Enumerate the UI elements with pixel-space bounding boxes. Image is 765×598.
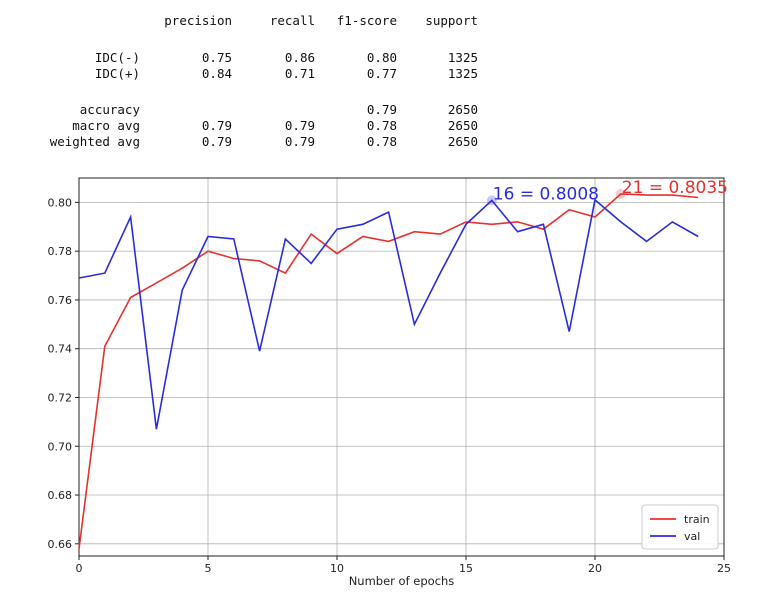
series-line-train [78, 193, 699, 549]
legend-label-val: val [684, 530, 700, 543]
header-recall: recall [269, 13, 315, 28]
row-support: 1325 [447, 50, 478, 65]
row-precision: 0.84 [201, 66, 232, 81]
annotation-label: 16 = 0.8008 [493, 184, 599, 204]
row-recall: 0.79 [284, 118, 315, 133]
row-precision: 0.79 [201, 118, 232, 133]
row-precision: 0.79 [201, 134, 232, 149]
annotation-marker [615, 188, 626, 199]
classification-report: precision recall f1-score support IDC(-)… [0, 0, 765, 160]
row-recall: 0.86 [284, 50, 315, 65]
row-support: 2650 [447, 134, 478, 149]
x-tick-label: 10 [330, 562, 344, 575]
row-support: 1325 [447, 66, 478, 81]
y-tick-label: 0.80 [48, 196, 73, 209]
row-f1: 0.80 [366, 50, 397, 65]
row-f1: 0.78 [366, 118, 397, 133]
plot-frame [78, 177, 725, 557]
y-tick-label: 0.66 [48, 538, 73, 551]
x-tick-label: 25 [717, 562, 731, 575]
row-f1: 0.79 [366, 102, 397, 117]
y-tick-label: 0.72 [48, 391, 73, 404]
row-label: macro avg [72, 118, 140, 133]
annotation-marker [486, 195, 497, 206]
header-support: support [425, 13, 478, 28]
header-precision: precision [164, 13, 232, 28]
x-tick-label: 15 [459, 562, 473, 575]
row-label: IDC(+) [94, 66, 140, 81]
row-support: 2650 [447, 118, 478, 133]
y-tick-label: 0.70 [48, 440, 73, 453]
row-precision: 0.75 [201, 50, 232, 65]
training-curve-chart: 0.66 0.68 0.70 0.72 0.74 0.76 0.78 0.80 0 5 10 15 20… [48, 177, 731, 588]
row-label: IDC(-) [94, 50, 140, 65]
row-label: weighted avg [49, 134, 140, 149]
x-tick-label: 0 [76, 562, 83, 575]
y-tick-label: 0.74 [48, 343, 73, 356]
legend-label-train: train [684, 513, 710, 526]
row-recall: 0.79 [284, 134, 315, 149]
annotation-label: 21 = 0.8035 [622, 178, 728, 198]
x-tick-label: 20 [588, 562, 602, 575]
y-tick-label: 0.76 [48, 294, 73, 307]
x-axis-label: Number of epochs [349, 574, 455, 588]
row-label: accuracy [79, 102, 140, 117]
header-f1-score: f1-score [336, 13, 397, 28]
y-tick-label: 0.78 [48, 245, 73, 258]
row-support: 2650 [447, 102, 478, 117]
x-tick-label: 5 [205, 562, 212, 575]
legend-box [641, 504, 719, 550]
row-f1: 0.78 [366, 134, 397, 149]
row-f1: 0.77 [366, 66, 397, 81]
y-tick-label: 0.68 [48, 489, 73, 502]
row-recall: 0.71 [284, 66, 315, 81]
series-line-val [78, 198, 699, 430]
